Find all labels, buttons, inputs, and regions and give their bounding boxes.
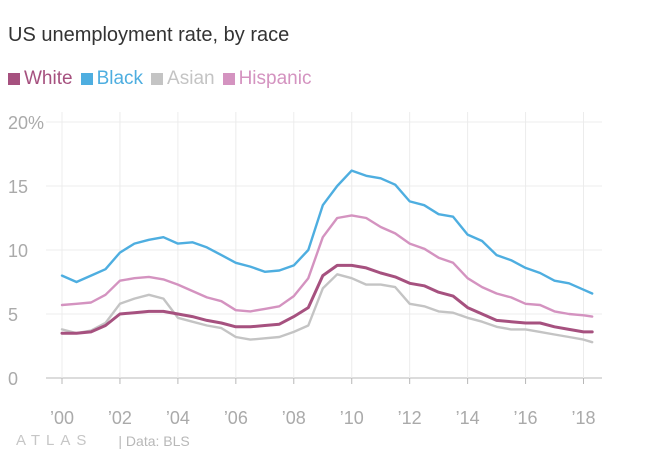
legend-label-white: White: [24, 68, 73, 89]
y-tick-label: 20%: [8, 113, 44, 133]
x-tick-label: ’14: [456, 408, 480, 428]
y-tick-label: 0: [8, 369, 18, 389]
legend-item-white[interactable]: White: [8, 68, 73, 90]
legend-item-asian[interactable]: Asian: [151, 68, 215, 90]
x-tick-label: ’00: [50, 408, 74, 428]
y-tick-label: 15: [8, 177, 28, 197]
x-tick-label: ’18: [571, 408, 595, 428]
x-tick-label: ’12: [398, 408, 422, 428]
y-tick-label: 10: [8, 241, 28, 261]
data-source: | Data: BLS: [118, 432, 190, 449]
series-lines: [60, 169, 594, 344]
legend-label-hispanic: Hispanic: [238, 68, 312, 89]
footer: ATLAS | Data: BLS: [16, 432, 190, 449]
legend: White Black Asian Hispanic: [8, 68, 319, 90]
series-line-black[interactable]: [60, 169, 594, 295]
legend-swatch-asian: [151, 73, 164, 85]
legend-item-hispanic[interactable]: Hispanic: [222, 68, 312, 90]
x-tick-label: ’08: [282, 408, 306, 428]
x-tick-label: ’02: [108, 408, 132, 428]
legend-swatch-white: [8, 73, 20, 85]
series-line-hispanic[interactable]: [60, 214, 594, 318]
y-axis: 0 5 10 15 20%: [8, 113, 44, 389]
series-line-asian[interactable]: [60, 273, 594, 344]
gridlines: [46, 112, 602, 379]
x-tick-label: ’10: [340, 408, 364, 428]
legend-swatch-hispanic: [222, 73, 235, 85]
x-tick-label: ’16: [514, 408, 538, 428]
atlas-logo[interactable]: ATLAS: [16, 432, 93, 449]
y-tick-label: 5: [8, 305, 18, 325]
legend-label-black: Black: [96, 68, 144, 89]
legend-item-black[interactable]: Black: [80, 68, 144, 90]
chart-title: US unemployment rate, by race: [8, 24, 290, 46]
x-tick-label: ’06: [224, 408, 248, 428]
x-axis: ’00 ’02 ’04 ’06 ’08 ’10 ’12 ’14 ’16 ’18: [50, 378, 596, 428]
legend-label-asian: Asian: [167, 68, 215, 89]
series-line-white[interactable]: [60, 263, 594, 335]
x-tick-label: ’04: [166, 408, 190, 428]
legend-swatch-black: [80, 73, 93, 85]
